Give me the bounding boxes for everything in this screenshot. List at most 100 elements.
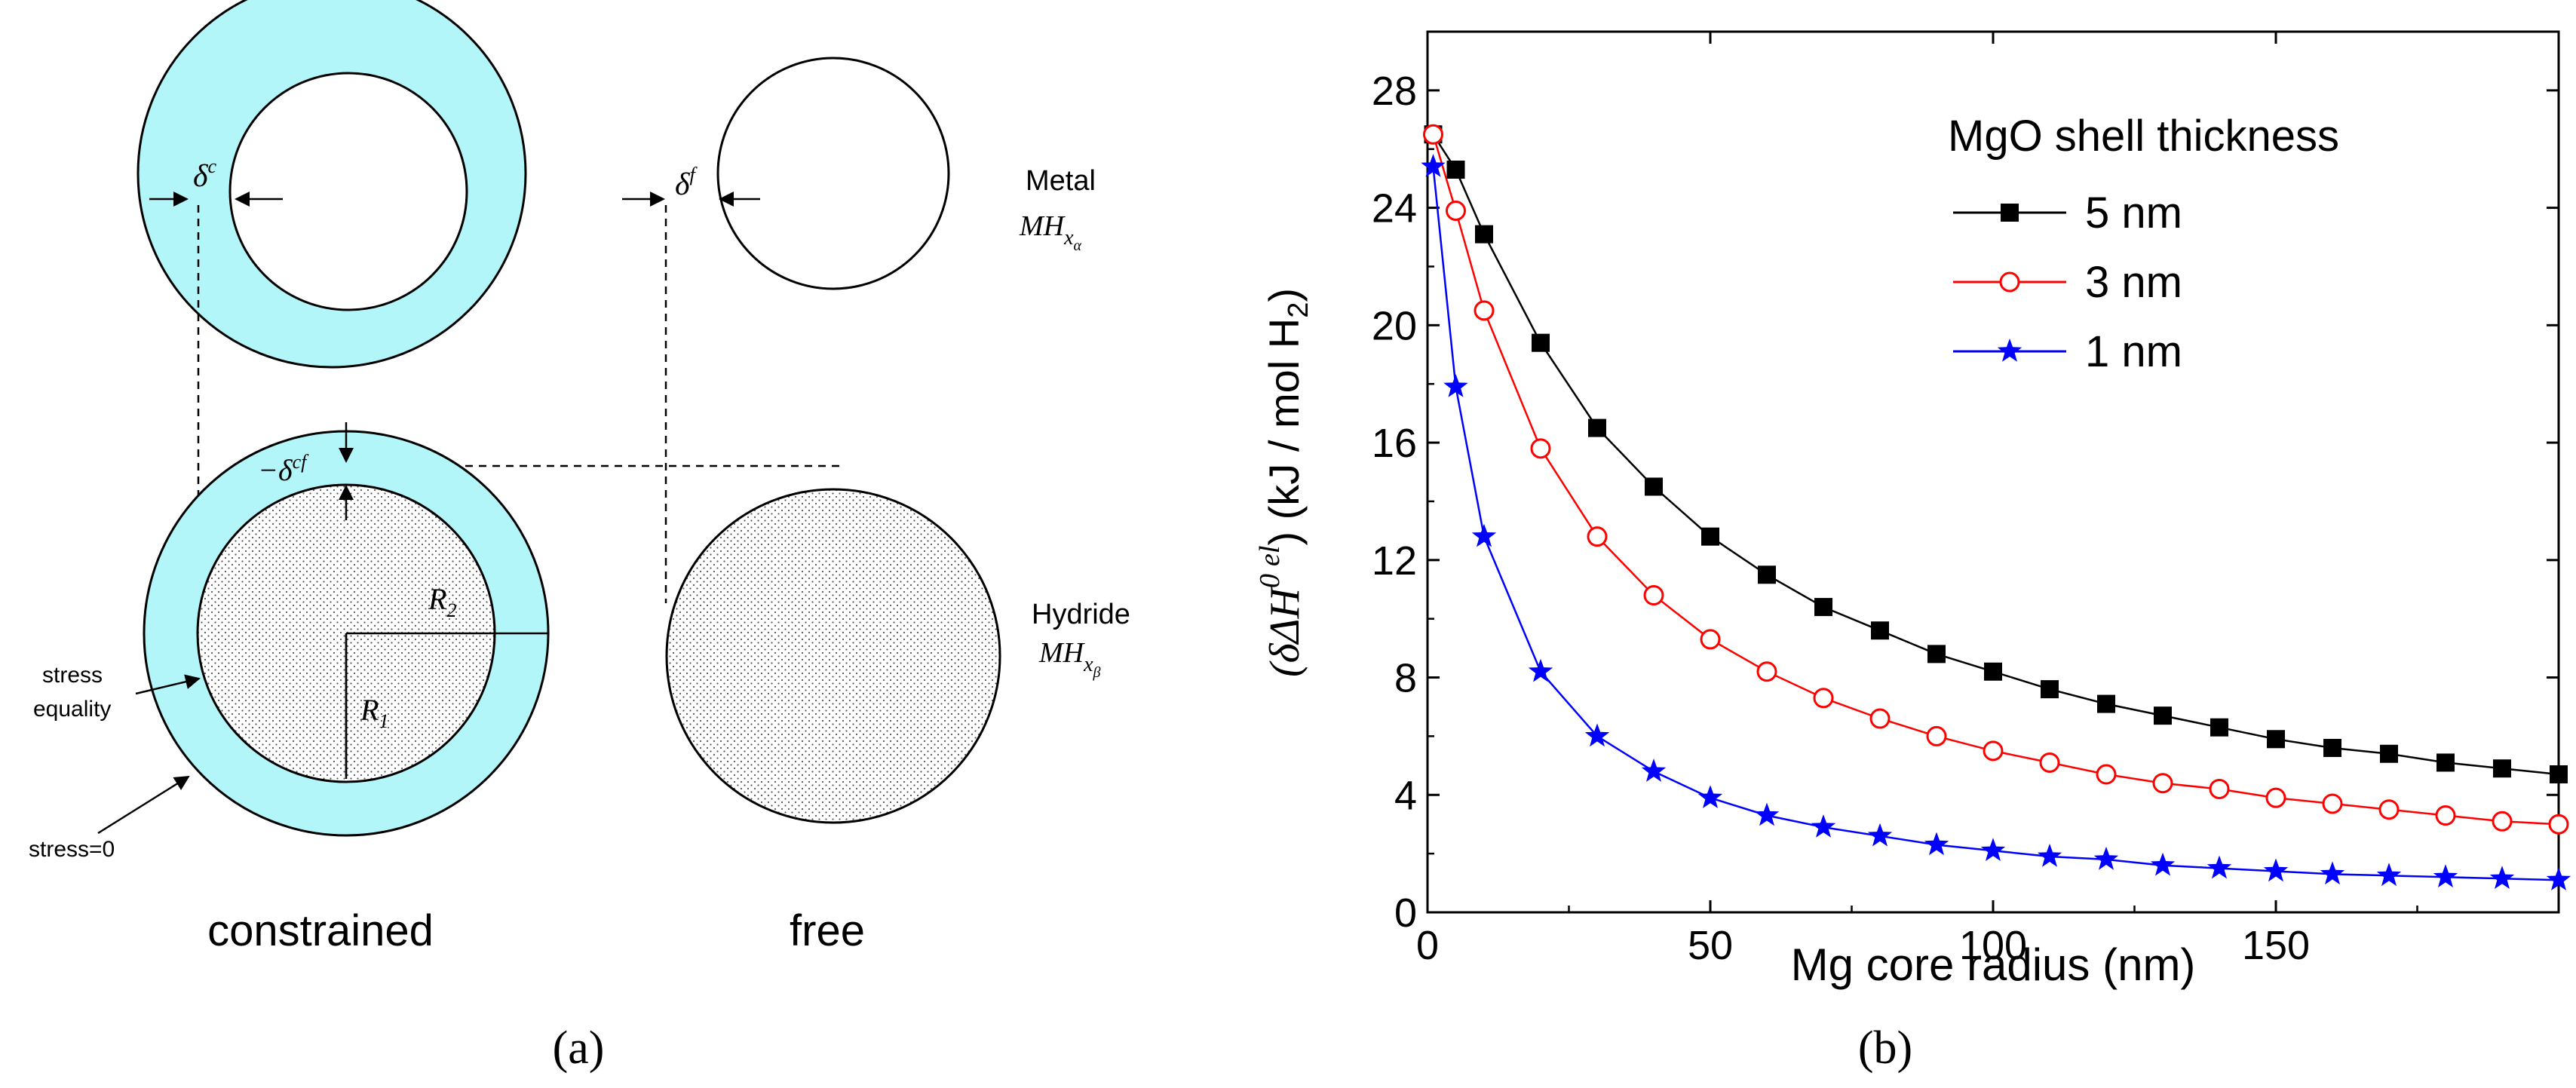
caption-a: (a) [553, 1022, 605, 1074]
data-point [2265, 787, 2286, 808]
x-tick-label: 150 [2242, 923, 2310, 968]
data-point [1926, 725, 1947, 746]
data-point [2550, 765, 2568, 784]
data-point [2546, 867, 2571, 890]
panel-b: (δΔH0el) (kJ / mol H2) 0 4 8 12 16 20 24 28 0 50 1… [1254, 30, 2571, 1074]
data-point [2489, 866, 2515, 889]
data-point [1423, 124, 1443, 145]
metal-label: Metal [1026, 165, 1096, 197]
stress-equality-label-line1: stress [42, 663, 103, 688]
data-point [1443, 374, 1468, 397]
data-point [1927, 645, 1946, 664]
y-tick-label: 16 [1372, 421, 1417, 466]
data-point [1756, 661, 1777, 682]
metal-formula: MHxα [1019, 210, 1082, 254]
data-point [1924, 832, 1949, 856]
data-point [2378, 799, 2400, 820]
legend-items: 5 nm 3 nm 1 nm [1953, 188, 2182, 376]
data-point [2150, 852, 2176, 876]
data-point [1645, 477, 1663, 496]
data-point [2380, 744, 2398, 763]
data-point [2209, 778, 2230, 799]
x-tick-label: 100 [1959, 923, 2027, 968]
delta-c-label: δc [193, 155, 217, 194]
caption-b: (b) [1858, 1022, 1912, 1074]
data-point [2210, 718, 2228, 737]
data-point [2152, 773, 2173, 794]
data-point [1474, 300, 1495, 321]
series-line-0 [1432, 133, 2559, 776]
data-point [2097, 694, 2115, 713]
stress-equality-arrow [135, 674, 201, 695]
data-point [2154, 706, 2172, 725]
data-point [2320, 861, 2345, 885]
data-point [2548, 814, 2569, 835]
stress-zero-label: stress=0 [29, 837, 115, 862]
data-point [1814, 598, 1832, 617]
data-point [2322, 793, 2343, 814]
data-point [1587, 526, 1608, 547]
data-point [1471, 523, 1497, 547]
data-point [1980, 838, 2006, 861]
data-point [1758, 565, 1776, 584]
data-point [1811, 814, 1836, 838]
data-point [2093, 846, 2119, 870]
series-line-2 [1432, 166, 2559, 881]
data-point [1421, 154, 1446, 177]
free-metal [716, 57, 950, 290]
legend: MgO shell thickness 5 nm 3 nm 1 nm [1948, 112, 2339, 376]
data-point [1871, 621, 1889, 640]
legend-marker [1997, 339, 2022, 362]
data-point [2435, 805, 2456, 826]
data-point [1446, 160, 1465, 179]
free-hydride [665, 488, 1001, 824]
data-point [1532, 333, 1550, 352]
legend-title: MgO shell thickness [1948, 112, 2339, 161]
free-label: free [790, 906, 865, 955]
y-tick-label: 4 [1394, 773, 1417, 818]
y-tick-label: 28 [1372, 69, 1417, 114]
y-axis-label: (δΔH0el) (kJ / mol H2) [1254, 288, 1314, 677]
constrained-label: constrained [207, 906, 434, 955]
r1-label: R1 [360, 693, 388, 732]
data-point [1984, 662, 2002, 681]
y-tick-label: 12 [1372, 538, 1417, 584]
plot-frame [1426, 30, 2560, 914]
data-point [1867, 823, 1893, 847]
data-point [1869, 708, 1891, 729]
r2-label: R2 [428, 582, 456, 621]
stress-zero-arrow [97, 775, 190, 835]
data-point [1528, 658, 1553, 682]
data-point [2492, 811, 2513, 832]
data-point [2037, 844, 2062, 867]
data-point [2493, 759, 2511, 778]
data-point [1700, 629, 1721, 650]
data-point [1446, 200, 1466, 221]
x-tick-label: 50 [1688, 923, 1733, 968]
panel-a: δc δf Metal MHxα −δcf R2 R1 stress equal… [29, 0, 1130, 1074]
hydride-label: Hydride [1032, 599, 1130, 630]
axis-ticks: 0 4 8 12 16 20 24 28 0 50 100 150 [1372, 32, 2559, 968]
legend-label: 1 nm [2085, 327, 2182, 376]
data-point [2267, 730, 2285, 749]
data-point [2376, 863, 2402, 887]
y-tick-label: 20 [1372, 303, 1417, 348]
data-point [2039, 752, 2060, 773]
legend-marker [1999, 271, 2020, 293]
data-point [2096, 764, 2117, 785]
data-point [2323, 738, 2341, 757]
data-point [1983, 740, 2004, 762]
data-point [2041, 680, 2059, 699]
data-point [2436, 753, 2455, 772]
data-point [1588, 418, 1606, 437]
data-point [1475, 225, 1493, 244]
series-line-1 [1432, 133, 2559, 826]
data-point [1701, 527, 1719, 546]
series-markers [1421, 124, 2571, 890]
data-point [1754, 802, 1780, 826]
legend-label: 5 nm [2085, 188, 2182, 238]
data-point [1813, 688, 1834, 709]
constrained-metal-inner [228, 72, 468, 311]
delta-f-label: δf [675, 164, 698, 202]
